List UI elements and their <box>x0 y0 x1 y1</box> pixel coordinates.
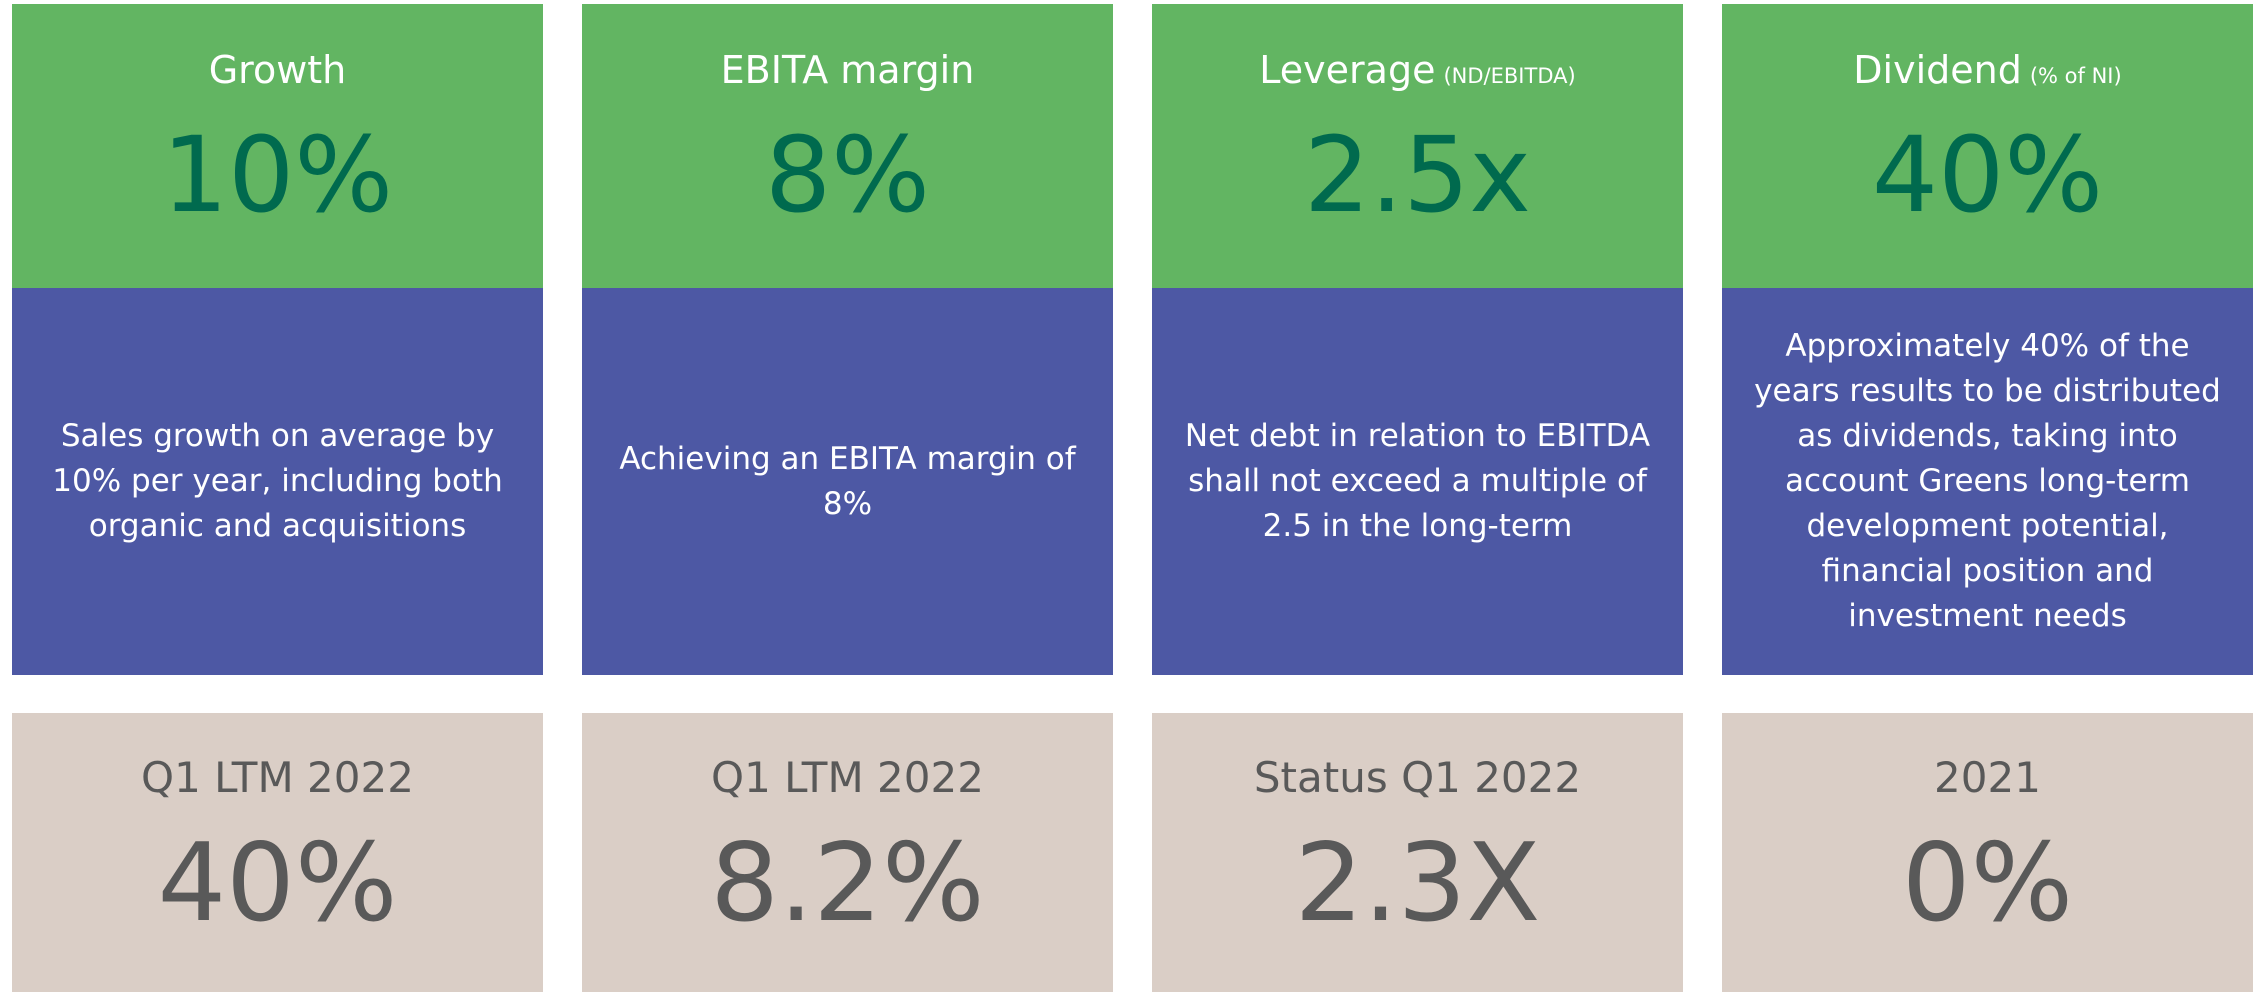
description-panel: Sales growth on average by 10% per year,… <box>12 288 543 675</box>
target-panel: Dividend (% of NI) 40% <box>1722 4 2253 288</box>
actual-panel: Status Q1 2022 2.3X <box>1152 713 1683 992</box>
target-value: 2.5x <box>1304 114 1531 236</box>
kpi-title: Leverage <box>1259 48 1436 92</box>
actual-value: 0% <box>1901 821 2074 946</box>
kpi-title: EBITA margin <box>720 48 975 92</box>
kpi-title-row: Growth <box>12 48 543 92</box>
target-value: 10% <box>161 114 394 236</box>
kpi-title: Growth <box>208 48 347 92</box>
target-value: 8% <box>765 114 930 236</box>
kpi-title: Dividend <box>1853 48 2022 92</box>
period-label: Status Q1 2022 <box>1253 753 1582 802</box>
actual-value: 8.2% <box>710 821 985 946</box>
period-label: Q1 LTM 2022 <box>141 753 414 802</box>
actual-panel: 2021 0% <box>1722 713 2253 992</box>
kpi-title-row: Dividend (% of NI) <box>1722 48 2253 92</box>
target-panel: Leverage (ND/EBITDA) 2.5x <box>1152 4 1683 288</box>
description-panel: Net debt in relation to EBITDA shall not… <box>1152 288 1683 675</box>
target-panel: EBITA margin 8% <box>582 4 1113 288</box>
actual-value: 40% <box>157 821 398 946</box>
kpi-column: EBITA margin 8% Achieving an EBITA margin … <box>582 0 1113 992</box>
kpi-column: Dividend (% of NI) 40% Approximately 40% of… <box>1722 0 2253 992</box>
description: Achieving an EBITA margin of 8% <box>619 440 1076 522</box>
kpi-title-row: EBITA margin <box>582 48 1113 92</box>
target-value: 40% <box>1871 114 2104 236</box>
target-panel: Growth 10% <box>12 4 543 288</box>
kpi-column: Growth 10% Sales growth on average by 10% … <box>12 0 543 992</box>
actual-value: 2.3X <box>1294 821 1541 946</box>
description: Sales growth on average by 10% per year,… <box>52 418 503 544</box>
description: Net debt in relation to EBITDA shall not… <box>1184 418 1651 544</box>
period-label: 2021 <box>1934 753 2041 802</box>
kpi-title-row: Leverage (ND/EBITDA) <box>1152 48 1683 92</box>
period-label: Q1 LTM 2022 <box>711 753 984 802</box>
description: Approximately 40% of the years results t… <box>1754 328 2221 634</box>
kpi-column: Leverage (ND/EBITDA) 2.5x Net debt in relat… <box>1152 0 1683 992</box>
description-panel: Achieving an EBITA margin of 8% <box>582 288 1113 675</box>
kpi-subtitle: (ND/EBITDA) <box>1443 64 1576 88</box>
actual-panel: Q1 LTM 2022 8.2% <box>582 713 1113 992</box>
actual-panel: Q1 LTM 2022 40% <box>12 713 543 992</box>
kpi-subtitle: (% of NI) <box>2029 64 2122 88</box>
description-panel: Approximately 40% of the years results t… <box>1722 288 2253 675</box>
